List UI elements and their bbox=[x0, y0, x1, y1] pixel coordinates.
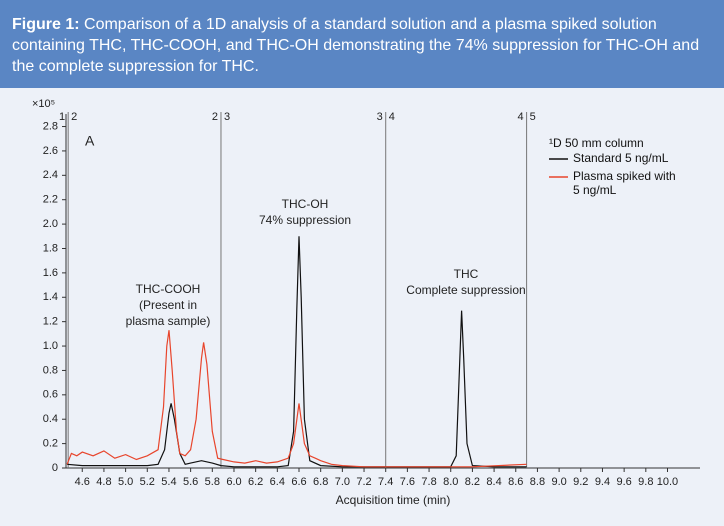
segment-label: 2 bbox=[71, 111, 77, 123]
x-tick-label: 9.8 bbox=[638, 476, 653, 488]
segment-label: 3 bbox=[377, 111, 383, 123]
x-tick-label: 8.4 bbox=[486, 476, 501, 488]
chart-panel bbox=[0, 88, 724, 526]
x-tick-label: 8.0 bbox=[443, 476, 458, 488]
annotation: THC-COOH bbox=[136, 282, 201, 296]
x-tick-label: 8.6 bbox=[508, 476, 523, 488]
x-tick-label: 6.4 bbox=[270, 476, 285, 488]
x-tick-label: 7.8 bbox=[421, 476, 436, 488]
y-tick-label: 0.8 bbox=[43, 364, 58, 376]
x-tick-label: 9.0 bbox=[551, 476, 566, 488]
legend-label: Plasma spiked with 5 ng/mL bbox=[573, 169, 676, 197]
x-tick-label: 8.8 bbox=[530, 476, 545, 488]
x-tick-label: 7.6 bbox=[400, 476, 415, 488]
caption-text: Comparison of a 1D analysis of a standar… bbox=[12, 16, 700, 75]
panel-label: A bbox=[85, 133, 95, 149]
y-tick-label: 2.2 bbox=[43, 194, 58, 206]
x-tick-label: 10.0 bbox=[657, 476, 678, 488]
y-tick-label: 0.2 bbox=[43, 438, 58, 450]
x-tick-label: 8.2 bbox=[465, 476, 480, 488]
legend-title: ¹D 50 mm column bbox=[549, 136, 644, 150]
y-tick-label: 0.6 bbox=[43, 389, 58, 401]
annotation: plasma sample) bbox=[126, 314, 211, 328]
annotation: (Present in bbox=[139, 298, 197, 312]
annotation: THC bbox=[454, 267, 479, 281]
annotation: THC-OH bbox=[282, 197, 329, 211]
x-tick-label: 4.8 bbox=[96, 476, 111, 488]
segment-label: 2 bbox=[212, 111, 218, 123]
y-unit: ×10⁵ bbox=[32, 98, 55, 110]
x-tick-label: 6.2 bbox=[248, 476, 263, 488]
y-tick-label: 1.8 bbox=[43, 242, 58, 254]
x-tick-label: 7.4 bbox=[378, 476, 393, 488]
y-tick-label: 2.6 bbox=[43, 145, 58, 157]
legend-label: Standard 5 ng/mL bbox=[573, 151, 669, 165]
segment-label: 5 bbox=[530, 111, 536, 123]
y-tick-label: 2.8 bbox=[43, 120, 58, 132]
x-tick-label: 5.8 bbox=[205, 476, 220, 488]
x-tick-label: 5.2 bbox=[140, 476, 155, 488]
x-tick-label: 6.8 bbox=[313, 476, 328, 488]
segment-label: 4 bbox=[517, 111, 523, 123]
segment-label: 4 bbox=[389, 111, 395, 123]
annotation: 74% suppression bbox=[259, 213, 351, 227]
y-tick-label: 1.2 bbox=[43, 316, 58, 328]
x-tick-label: 9.4 bbox=[595, 476, 610, 488]
y-tick-label: 2.0 bbox=[43, 218, 58, 230]
x-tick-label: 7.0 bbox=[335, 476, 350, 488]
x-axis-label: Acquisition time (min) bbox=[336, 493, 451, 507]
x-tick-label: 9.6 bbox=[616, 476, 631, 488]
segment-label: 1 bbox=[59, 111, 65, 123]
series-line bbox=[66, 330, 527, 468]
y-tick-label: 1.4 bbox=[43, 291, 58, 303]
series-line bbox=[67, 236, 527, 468]
y-tick-label: 1.6 bbox=[43, 267, 58, 279]
y-tick-label: 1.0 bbox=[43, 340, 58, 352]
y-tick-label: 0 bbox=[52, 462, 58, 474]
caption-label: Figure 1: bbox=[12, 16, 80, 33]
segment-label: 3 bbox=[224, 111, 230, 123]
x-tick-label: 5.4 bbox=[161, 476, 176, 488]
x-tick-label: 7.2 bbox=[356, 476, 371, 488]
caption: Figure 1: Comparison of a 1D analysis of… bbox=[0, 0, 724, 88]
x-tick-label: 5.0 bbox=[118, 476, 133, 488]
x-tick-label: 6.0 bbox=[226, 476, 241, 488]
y-tick-label: 0.4 bbox=[43, 413, 58, 425]
x-tick-label: 4.6 bbox=[75, 476, 90, 488]
x-tick-label: 9.2 bbox=[573, 476, 588, 488]
annotation: Complete suppression bbox=[406, 283, 525, 297]
x-tick-label: 6.6 bbox=[291, 476, 306, 488]
y-tick-label: 2.4 bbox=[43, 169, 58, 181]
x-tick-label: 5.6 bbox=[183, 476, 198, 488]
